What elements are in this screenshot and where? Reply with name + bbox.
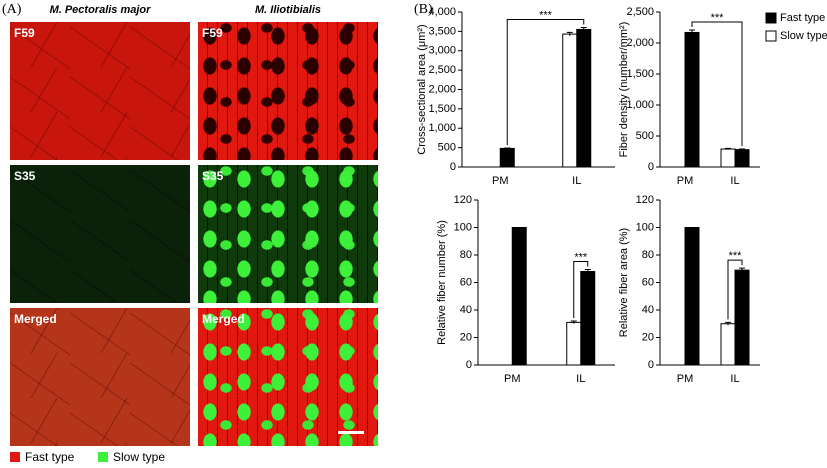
error-bar (725, 147, 731, 150)
y-tick-label: 40 (460, 304, 472, 316)
error-bar (584, 268, 591, 274)
y-tick-label: 1,000 (428, 122, 456, 134)
y-tick-label: 2,500 (626, 6, 654, 18)
row-label: Merged (14, 312, 57, 326)
x-tick-label: IL (572, 175, 581, 187)
y-tick-label: 1,000 (626, 99, 654, 111)
x-tick-label: PM (504, 373, 521, 385)
y-tick-label: 2,000 (626, 37, 654, 49)
bar (720, 323, 736, 366)
panel-label: (B) (414, 2, 433, 17)
y-tick-label: 2,000 (428, 83, 456, 95)
error-bar (566, 31, 573, 36)
x-tick-label: IL (730, 175, 739, 187)
legend-label: Fast type (780, 12, 825, 24)
micrograph: Merged (198, 308, 378, 446)
micrograph: S35 (10, 165, 190, 303)
y-tick-label: 0 (648, 161, 654, 173)
scale-bar (338, 431, 364, 434)
y-tick-label: 500 (438, 142, 456, 154)
bar (684, 227, 700, 366)
y-tick-label: 1,500 (626, 68, 654, 80)
y-tick-label: 80 (642, 249, 654, 261)
micrograph: Merged (10, 308, 190, 446)
y-tick-label: 100 (454, 221, 472, 233)
legend-swatch (765, 12, 777, 24)
y-tick-label: 60 (460, 276, 472, 288)
bar (576, 28, 592, 168)
bar (499, 147, 515, 168)
y-tick-label: 60 (642, 276, 654, 288)
y-axis-label: Relative fiber area (%) (618, 228, 630, 337)
bar (720, 148, 736, 168)
x-tick-label: PM (677, 373, 694, 385)
x-tick-label: PM (677, 175, 694, 187)
y-tick-label: 120 (454, 194, 472, 206)
y-tick-label: 500 (636, 130, 654, 142)
significance-label: *** (539, 9, 553, 21)
legend-label: Slow type (780, 30, 827, 42)
bar (684, 31, 700, 168)
error-bar (689, 29, 695, 35)
row-label: F59 (202, 26, 223, 40)
bar (566, 321, 582, 366)
y-axis-label: Relative fiber number (%) (436, 220, 448, 345)
y-tick-label: 3,500 (428, 25, 456, 37)
x-tick-label: IL (730, 373, 739, 385)
bar (734, 269, 750, 366)
bar (511, 227, 527, 366)
x-tick-label: PM (492, 175, 509, 187)
error-bar (739, 148, 745, 151)
significance-bracket (573, 260, 589, 318)
legend-label: Fast type (25, 450, 75, 464)
legend-swatch (98, 452, 108, 462)
error-bar (739, 267, 745, 273)
legend-label: Slow type (113, 450, 166, 464)
y-tick-label: 2,500 (428, 64, 456, 76)
row-label: Merged (202, 312, 245, 326)
y-tick-label: 1,500 (428, 103, 456, 115)
y-tick-label: 40 (642, 304, 654, 316)
panel-label: (A) (2, 2, 22, 17)
x-tick-label: IL (576, 373, 585, 385)
y-tick-label: 3,000 (428, 45, 456, 57)
legend-swatch (765, 30, 777, 42)
row-label: F59 (14, 26, 35, 40)
error-bar (725, 321, 731, 326)
y-tick-label: 120 (636, 194, 654, 206)
error-bar (570, 320, 577, 324)
column-header: M. Pectoralis major (49, 4, 151, 16)
row-label: S35 (14, 169, 36, 183)
significance-bracket (727, 259, 743, 320)
significance-bracket (691, 21, 743, 147)
significance-label: *** (574, 251, 588, 263)
error-bar (504, 147, 511, 149)
bar (580, 271, 596, 366)
micrograph: F59 (198, 22, 378, 160)
y-tick-label: 100 (636, 221, 654, 233)
y-tick-label: 0 (450, 161, 456, 173)
bar (562, 33, 578, 168)
row-label: S35 (202, 169, 224, 183)
micrograph: F59 (10, 22, 190, 160)
y-tick-label: 80 (460, 249, 472, 261)
micrograph: S35 (198, 165, 378, 303)
significance-label: *** (729, 250, 743, 262)
column-header: M. Iliotibialis (254, 4, 321, 16)
y-axis-label: Cross-sectional area (μm²) (416, 24, 428, 154)
bar (734, 149, 750, 168)
y-tick-label: 0 (466, 359, 472, 371)
y-tick-label: 4,000 (428, 6, 456, 18)
y-tick-label: 20 (460, 331, 472, 343)
significance-label: *** (711, 12, 725, 24)
legend-swatch (10, 452, 20, 462)
significance-bracket (506, 19, 585, 146)
error-bar (580, 27, 587, 32)
y-axis-label: Fiber density (number/mm²) (618, 22, 630, 158)
y-tick-label: 20 (642, 331, 654, 343)
y-tick-label: 0 (648, 359, 654, 371)
